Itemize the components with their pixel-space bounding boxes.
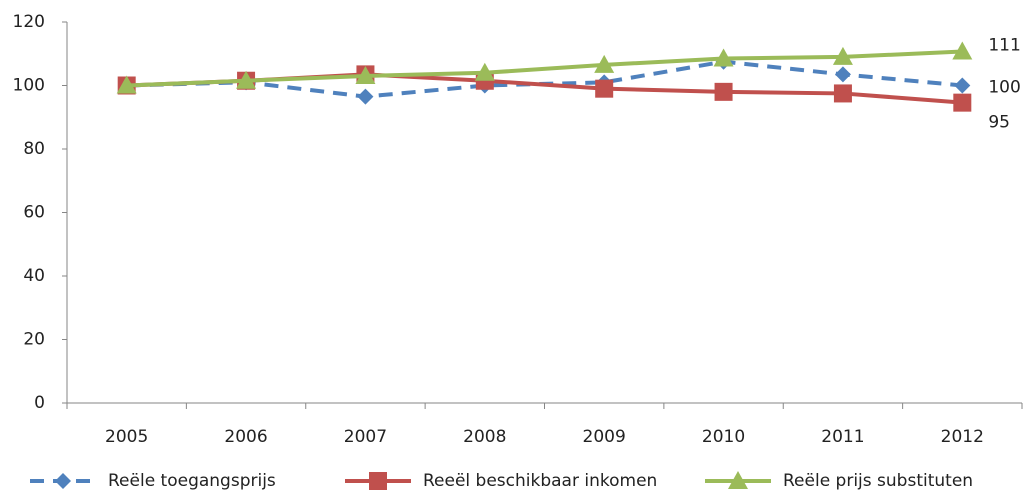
marker — [474, 62, 495, 81]
marker — [952, 41, 973, 60]
marker — [55, 473, 71, 489]
y-tick-label: 100 — [13, 76, 45, 96]
legend-label: Reeël beschikbaar inkomen — [423, 471, 657, 491]
data-label: 111 — [988, 36, 1020, 56]
data-label: 95 — [988, 113, 1010, 133]
x-tick-label: 2009 — [583, 427, 626, 447]
x-tick-label: 2008 — [463, 427, 506, 447]
marker — [713, 48, 734, 67]
marker — [954, 77, 971, 94]
y-tick-label: 0 — [34, 393, 45, 413]
y-tick-label: 60 — [23, 203, 45, 223]
marker — [357, 88, 374, 105]
marker — [728, 471, 748, 489]
marker — [833, 84, 852, 103]
marker — [116, 75, 137, 94]
legend-label: Reële prijs substituten — [783, 471, 973, 491]
x-tick-label: 2006 — [224, 427, 267, 447]
marker — [953, 93, 972, 112]
marker — [369, 472, 387, 490]
x-tick-label: 2012 — [941, 427, 984, 447]
x-tick-label: 2011 — [821, 427, 864, 447]
y-tick-label: 80 — [23, 139, 45, 159]
marker — [834, 66, 851, 83]
legend-label: Reële toegangsprijs — [108, 471, 276, 491]
x-tick-label: 2010 — [702, 427, 745, 447]
y-tick-label: 120 — [13, 12, 45, 32]
marker — [236, 70, 257, 89]
marker — [595, 79, 614, 98]
data-label: 100 — [988, 78, 1020, 98]
marker — [714, 82, 733, 101]
x-tick-label: 2005 — [105, 427, 148, 447]
marker — [355, 65, 376, 84]
marker — [832, 46, 853, 65]
x-tick-label: 2007 — [344, 427, 387, 447]
series-line — [126, 49, 963, 88]
marker — [594, 54, 615, 73]
y-tick-label: 20 — [23, 330, 45, 350]
y-tick-label: 40 — [23, 266, 45, 286]
